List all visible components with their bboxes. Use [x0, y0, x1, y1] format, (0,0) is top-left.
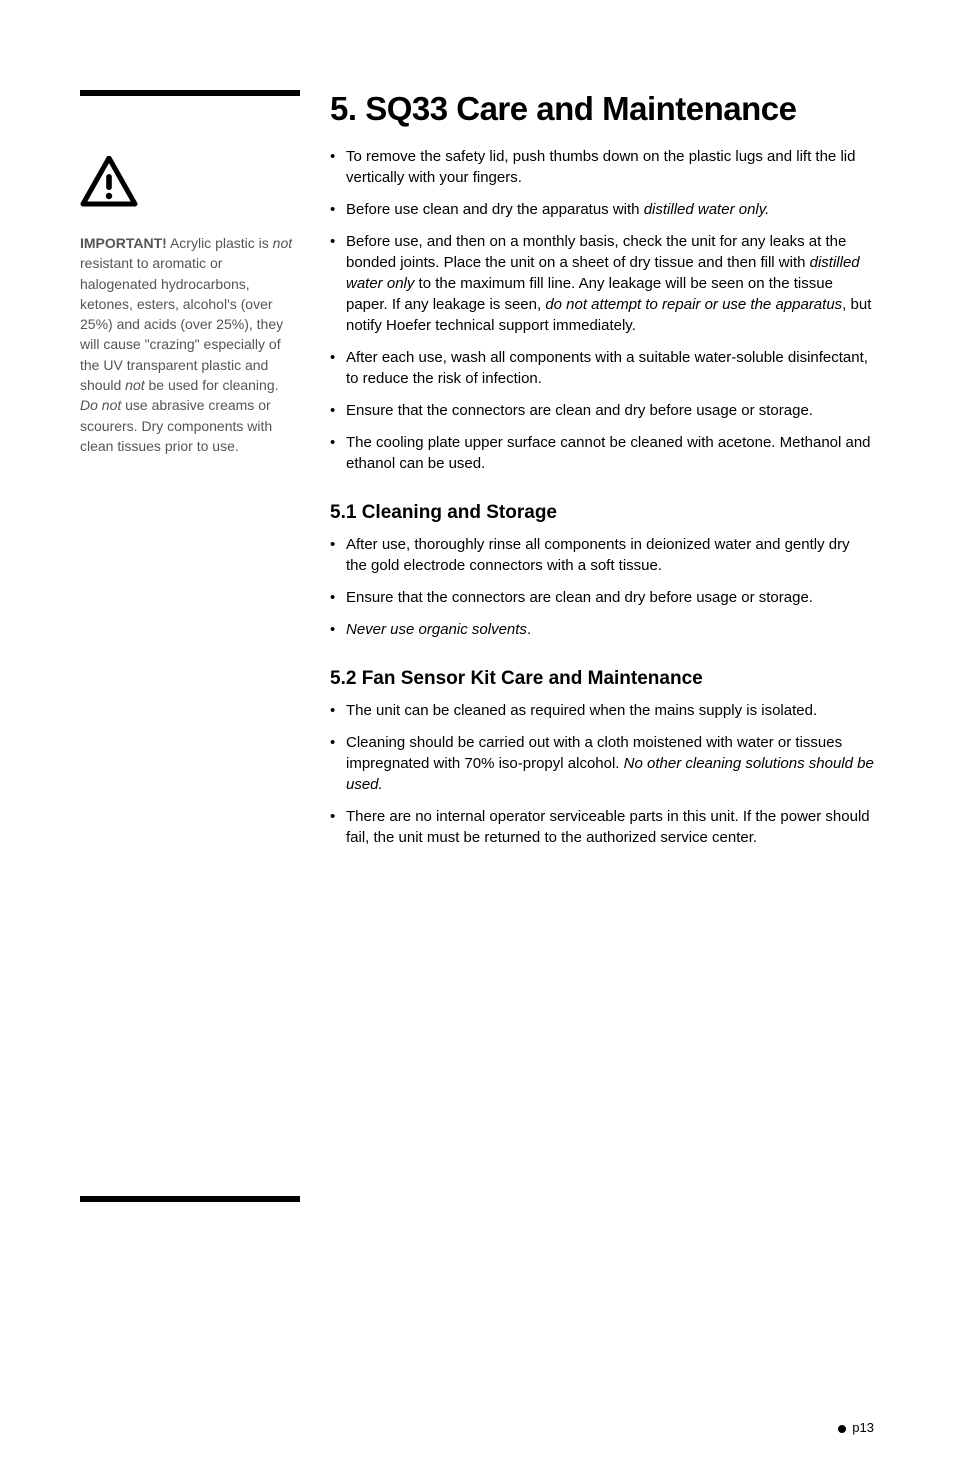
list-item: There are no internal operator serviceab… — [330, 806, 874, 848]
two-column-layout: IMPORTANT! Acrylic plastic is not resist… — [80, 90, 874, 1202]
section-heading-5-1: 5.1 Cleaning and Storage — [330, 502, 874, 524]
page-footer: p13 — [838, 1420, 874, 1435]
list-item: Never use organic solvents. — [330, 619, 874, 640]
list-item: Ensure that the connectors are clean and… — [330, 587, 874, 608]
section-5-1-list: After use, thoroughly rinse all componen… — [330, 534, 874, 640]
list-item: Before use, and then on a monthly basis,… — [330, 231, 874, 336]
sidebar-bottom-rule — [80, 1196, 300, 1202]
section-heading-5-2: 5.2 Fan Sensor Kit Care and Maintenance — [330, 668, 874, 690]
page: IMPORTANT! Acrylic plastic is not resist… — [0, 0, 954, 1475]
sidebar-warning-text: IMPORTANT! Acrylic plastic is not resist… — [80, 233, 300, 456]
footer-bullet-icon — [838, 1425, 846, 1433]
sidebar-column: IMPORTANT! Acrylic plastic is not resist… — [80, 90, 300, 1202]
intro-bullet-list: To remove the safety lid, push thumbs do… — [330, 146, 874, 474]
sidebar-top-rule — [80, 90, 300, 96]
list-item: After each use, wash all components with… — [330, 347, 874, 389]
warning-icon — [80, 156, 300, 213]
list-item: The unit can be cleaned as required when… — [330, 700, 874, 721]
list-item: After use, thoroughly rinse all componen… — [330, 534, 874, 576]
page-title: 5. SQ33 Care and Maintenance — [330, 90, 874, 128]
important-label: IMPORTANT! — [80, 235, 167, 251]
list-item: The cooling plate upper surface cannot b… — [330, 432, 874, 474]
list-item: To remove the safety lid, push thumbs do… — [330, 146, 874, 188]
list-item: Cleaning should be carried out with a cl… — [330, 732, 874, 795]
list-item: Ensure that the connectors are clean and… — [330, 400, 874, 421]
list-item: Before use clean and dry the apparatus w… — [330, 199, 874, 220]
section-5-2-list: The unit can be cleaned as required when… — [330, 700, 874, 848]
main-column: 5. SQ33 Care and Maintenance To remove t… — [330, 90, 874, 1202]
page-number: p13 — [852, 1420, 874, 1435]
